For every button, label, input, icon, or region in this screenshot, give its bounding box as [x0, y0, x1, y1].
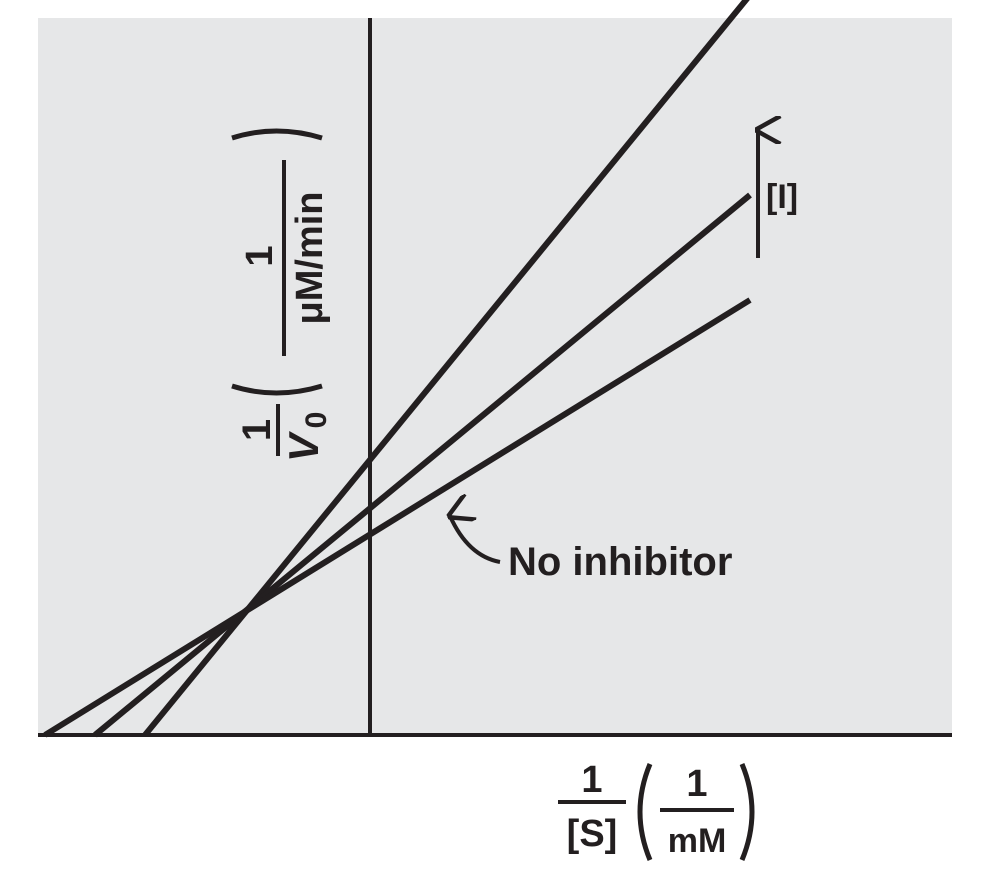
no-inhibitor-callout-arrow — [450, 516, 501, 564]
x-label-denominator: [S] — [567, 813, 618, 855]
y-label-right-paren — [231, 128, 323, 141]
x-label-numerator: 1 — [581, 759, 602, 801]
inhibitor-concentration-label: [I] — [766, 178, 798, 216]
x-label-unit-numerator: 1 — [686, 763, 707, 805]
y-label-numerator: 1 — [235, 419, 279, 441]
x-label-unit-denominator: mM — [668, 822, 727, 860]
plot-background — [38, 18, 952, 735]
series-line-low-inhibitor — [93, 192, 752, 738]
y-label-left-paren — [231, 383, 323, 396]
y-label-denominator-subscript: 0 — [300, 412, 333, 429]
x-label-right-paren — [739, 763, 755, 861]
y-label-unit-numerator: 1 — [239, 245, 281, 266]
y-label-unit-denominator: μM/min — [289, 191, 331, 324]
no-inhibitor-label: No inhibitor — [508, 540, 732, 584]
series-line-no-inhibitor — [43, 297, 752, 738]
y-axis-label: 1 V 0 1 μM/min — [231, 128, 333, 462]
x-label-left-paren — [637, 763, 653, 861]
x-axis-label: 1 [S] 1 mM — [558, 759, 755, 861]
y-label-denominator: V — [280, 431, 327, 462]
